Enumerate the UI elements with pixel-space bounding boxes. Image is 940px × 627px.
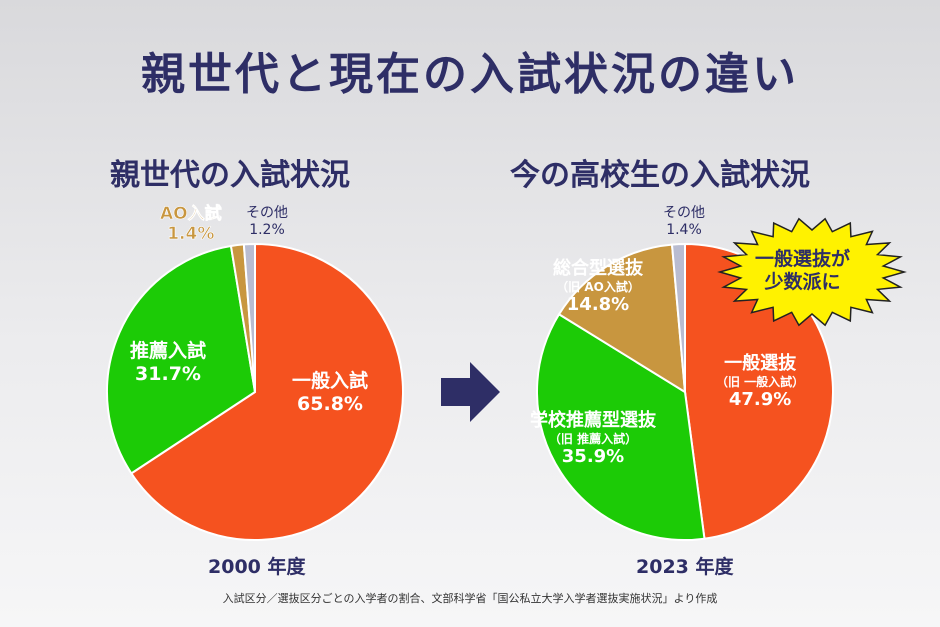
pie-slice-0 bbox=[129, 242, 404, 541]
pie-slice-3 bbox=[670, 242, 686, 393]
label-other-2000: その他 1.2% bbox=[246, 205, 288, 238]
pie-slice-3 bbox=[242, 242, 256, 393]
pie-2000 bbox=[106, 242, 404, 541]
pie1-title: 親世代の入試状況 bbox=[110, 158, 350, 193]
label-gakko-suisen: 学校推薦型選抜 （旧 推薦入試） 35.9% bbox=[530, 410, 656, 467]
pie2-title: 今の高校生の入試状況 bbox=[510, 158, 810, 193]
pie-slice-2 bbox=[557, 243, 687, 394]
page-title: 親世代と現在の入試状況の違い bbox=[141, 49, 799, 100]
label-suisen: 推薦入試 31.7% bbox=[130, 340, 207, 385]
footnote: 入試区分／選抜区分ごとの入学者の割合、文部科学省「国公私立大学入学者選抜実施状況… bbox=[222, 592, 718, 605]
year-2000: 2000 年度 bbox=[208, 556, 306, 578]
label-ippan-2023: 一般選抜 （旧 一般入試） 47.9% bbox=[716, 353, 805, 410]
pie-slice-1 bbox=[536, 312, 706, 541]
label-ippan-2000: 一般入試 65.8% bbox=[292, 370, 369, 415]
label-other-2023: その他 1.4% bbox=[663, 205, 705, 238]
right-arrow-icon bbox=[441, 362, 500, 422]
badge-text: 一般選抜が 少数派に bbox=[755, 248, 851, 293]
pie-slice-1 bbox=[106, 244, 257, 475]
label-sogo: 総合型選抜 （旧 AO入試） 14.8% bbox=[553, 258, 643, 315]
badge-burst bbox=[717, 217, 907, 327]
year-2023: 2023 年度 bbox=[636, 556, 734, 578]
label-ao: AO入試 1.4% bbox=[160, 204, 222, 245]
